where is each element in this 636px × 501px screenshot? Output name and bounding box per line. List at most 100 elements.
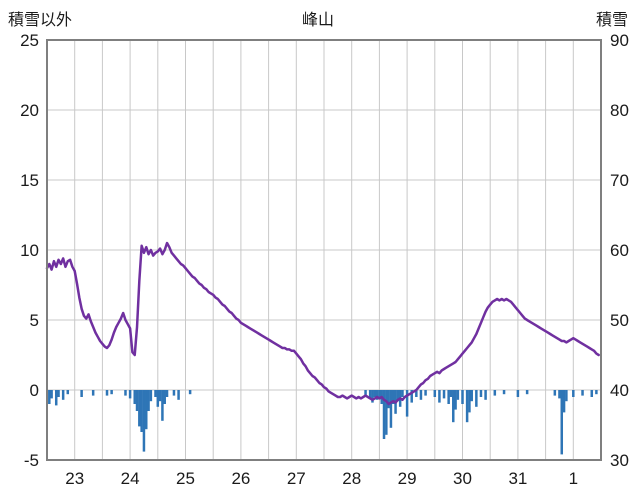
bar (396, 390, 400, 402)
bar (525, 390, 529, 395)
bar (172, 390, 176, 396)
bar (373, 390, 377, 397)
bar (415, 390, 418, 397)
x-axis-tick-label: 25 (176, 469, 195, 488)
bar (145, 390, 148, 430)
left-axis-tick-label: 0 (30, 381, 39, 400)
right-axis-tick-label: 30 (610, 451, 629, 470)
bar (371, 390, 374, 403)
x-axis-tick-label: 23 (65, 469, 84, 488)
left-axis-tick-label: 5 (30, 311, 39, 330)
bar (405, 390, 409, 417)
bar (54, 390, 58, 406)
x-axis-tick-label: 24 (121, 469, 140, 488)
bar (590, 390, 594, 397)
left-axis-tick-label: 10 (20, 241, 39, 260)
right-axis-tick-label: 40 (610, 381, 629, 400)
bar (470, 390, 473, 402)
bar (105, 390, 109, 396)
bar (424, 390, 427, 396)
bar (138, 390, 141, 427)
bar (401, 390, 404, 397)
bar (364, 390, 367, 396)
bar (389, 390, 393, 428)
bar (392, 390, 395, 404)
bar (454, 390, 457, 410)
bar (581, 390, 584, 396)
bar (140, 390, 143, 432)
bar (158, 390, 162, 402)
bar (133, 390, 136, 404)
bar (156, 390, 160, 407)
bar (479, 390, 483, 397)
x-axis-tick-label: 30 (453, 469, 472, 488)
x-axis-tick-label: 1 (569, 469, 578, 488)
x-axis-tick-label: 26 (231, 469, 250, 488)
bar (493, 390, 497, 396)
bar (135, 390, 139, 411)
bar (419, 390, 423, 400)
bar (91, 390, 95, 396)
right-axis-tick-label: 50 (610, 311, 629, 330)
bar (452, 390, 455, 423)
bar (484, 390, 487, 400)
bar (110, 390, 113, 395)
bar (438, 390, 441, 403)
line-series (45, 241, 600, 406)
right-axis-tick-label: 90 (610, 31, 629, 50)
bar (560, 390, 564, 455)
bar (562, 390, 566, 413)
left-axis-tick-label: -5 (24, 451, 39, 470)
right-axis-tick-label: 70 (610, 171, 629, 190)
bar (375, 390, 379, 400)
plot-frame (46, 39, 602, 461)
bar (165, 390, 169, 397)
bar (378, 390, 381, 399)
bar (154, 390, 157, 397)
bar (66, 390, 70, 395)
bar (57, 390, 60, 397)
bar (553, 390, 557, 396)
bar (442, 390, 446, 399)
x-axis-tick-label: 28 (342, 469, 361, 488)
bar (468, 390, 471, 413)
left-axis-tick-label: 25 (20, 31, 39, 50)
bar (572, 390, 575, 397)
x-axis-tick-label: 31 (508, 469, 527, 488)
bar (368, 390, 372, 399)
bar (177, 390, 180, 400)
bar (149, 390, 153, 402)
bar (465, 390, 469, 423)
right-axis-tick-label: 80 (610, 101, 629, 120)
bar (382, 390, 386, 439)
bar (502, 390, 506, 395)
bar (385, 390, 388, 435)
bar (558, 390, 561, 399)
right-axis-title: 積雪 (595, 12, 628, 29)
bar (161, 390, 164, 421)
bar (387, 390, 390, 409)
right-axis-tick-label: 60 (610, 241, 629, 260)
bar (188, 390, 192, 395)
left-axis-title: 積雪以外 (8, 12, 73, 29)
bar (449, 390, 453, 397)
bar (516, 390, 520, 397)
bar (80, 390, 83, 397)
bar (147, 390, 150, 411)
bar (433, 390, 437, 397)
bar (61, 390, 65, 400)
bar (50, 390, 53, 399)
x-axis-tick-label: 27 (287, 469, 306, 488)
bar (48, 390, 51, 404)
bar (461, 390, 464, 404)
bar (128, 390, 132, 399)
bar (124, 390, 127, 396)
bar (410, 390, 413, 403)
bar (447, 390, 450, 404)
bar (595, 390, 598, 395)
left-axis-tick-label: 20 (20, 101, 39, 120)
bar (456, 390, 460, 400)
bar (565, 390, 568, 402)
